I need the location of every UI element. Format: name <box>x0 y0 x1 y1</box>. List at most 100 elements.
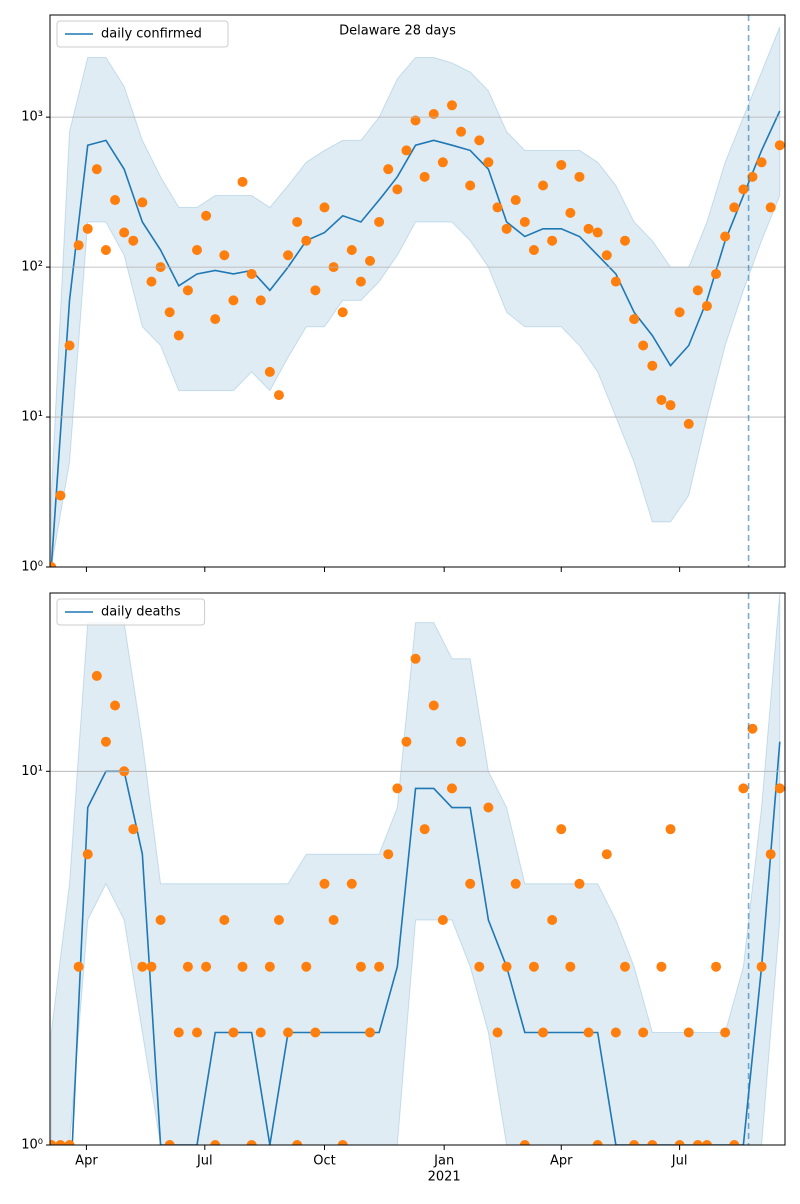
data-point <box>747 723 758 734</box>
data-point <box>556 159 567 170</box>
data-point <box>528 245 539 256</box>
data-point <box>519 1140 530 1145</box>
uncertainty-band <box>50 593 781 1145</box>
data-point <box>738 184 749 195</box>
x-tick-label: Jul <box>196 1154 213 1169</box>
data-point <box>100 736 111 747</box>
axes-frame <box>49 592 786 1146</box>
data-point <box>365 255 376 266</box>
data-point <box>164 1140 175 1145</box>
data-point <box>701 1140 712 1145</box>
data-point <box>219 915 230 926</box>
data-point <box>583 223 594 234</box>
y-tick-label: 10² <box>21 260 43 275</box>
data-point <box>765 849 776 860</box>
data-point <box>155 915 166 926</box>
data-point <box>610 1027 621 1038</box>
data-point <box>638 340 649 351</box>
data-point <box>692 285 703 296</box>
data-point <box>683 1027 694 1038</box>
data-point <box>674 307 685 318</box>
data-point <box>283 1027 294 1038</box>
data-point <box>647 360 658 371</box>
data-point <box>319 202 330 213</box>
x-tick-label: Jul <box>671 1154 688 1169</box>
data-point <box>538 1027 549 1038</box>
data-point <box>73 961 84 972</box>
x-tick-label: Apr <box>550 1154 573 1169</box>
data-point <box>774 783 785 794</box>
data-point <box>365 1027 376 1038</box>
data-point <box>692 1140 703 1145</box>
data-point <box>601 250 612 261</box>
data-point <box>328 915 339 926</box>
data-point <box>383 164 394 175</box>
data-point <box>146 276 157 287</box>
data-point <box>711 268 722 279</box>
data-point <box>246 1140 257 1145</box>
data-point <box>82 223 93 234</box>
data-point <box>638 1027 649 1038</box>
data-point <box>201 961 212 972</box>
data-point <box>519 216 530 227</box>
data-point <box>346 878 357 889</box>
data-point <box>283 250 294 261</box>
data-point <box>100 245 111 256</box>
data-point <box>592 227 603 238</box>
data-point <box>301 235 312 246</box>
data-point <box>410 653 421 664</box>
data-point <box>219 250 230 261</box>
data-point <box>73 240 84 251</box>
data-point <box>492 1027 503 1038</box>
data-point <box>574 878 585 889</box>
data-point <box>456 736 467 747</box>
data-point <box>192 1027 202 1038</box>
data-point <box>374 961 385 972</box>
data-point <box>474 135 485 146</box>
data-point <box>428 108 439 119</box>
data-point <box>501 223 512 234</box>
data-point <box>337 1140 348 1145</box>
data-point <box>173 330 184 341</box>
data-point <box>255 1027 266 1038</box>
data-point <box>50 1140 57 1145</box>
data-point <box>720 1027 731 1038</box>
data-point <box>137 961 148 972</box>
data-point <box>665 400 676 411</box>
data-point <box>528 961 539 972</box>
data-point <box>738 783 749 794</box>
series-line <box>50 110 781 567</box>
data-point <box>346 245 357 256</box>
data-point <box>538 180 549 191</box>
legend-label: daily deaths <box>101 605 181 620</box>
legend-box <box>56 598 206 626</box>
data-point <box>337 307 348 318</box>
data-point <box>192 245 202 256</box>
data-point <box>574 171 585 182</box>
data-point <box>182 961 193 972</box>
data-point <box>319 878 330 889</box>
data-point <box>610 276 621 287</box>
data-point <box>255 295 266 306</box>
data-point <box>629 314 640 325</box>
y-tick-label: 10⁰ <box>21 1138 43 1153</box>
data-point <box>50 562 57 567</box>
data-point <box>565 207 576 218</box>
data-point <box>383 849 394 860</box>
data-point <box>492 202 503 213</box>
data-point <box>483 157 494 168</box>
data-point <box>91 670 102 681</box>
data-point <box>765 202 776 213</box>
data-point <box>419 171 430 182</box>
data-point <box>592 1140 603 1145</box>
data-point <box>164 307 175 318</box>
data-point <box>428 700 439 711</box>
data-point <box>629 1140 640 1145</box>
data-point <box>173 1027 184 1038</box>
data-point <box>474 961 485 972</box>
data-point <box>55 1140 66 1145</box>
x-tick-label: Oct <box>313 1154 335 1169</box>
data-point <box>729 202 740 213</box>
series-line <box>71 741 781 1145</box>
